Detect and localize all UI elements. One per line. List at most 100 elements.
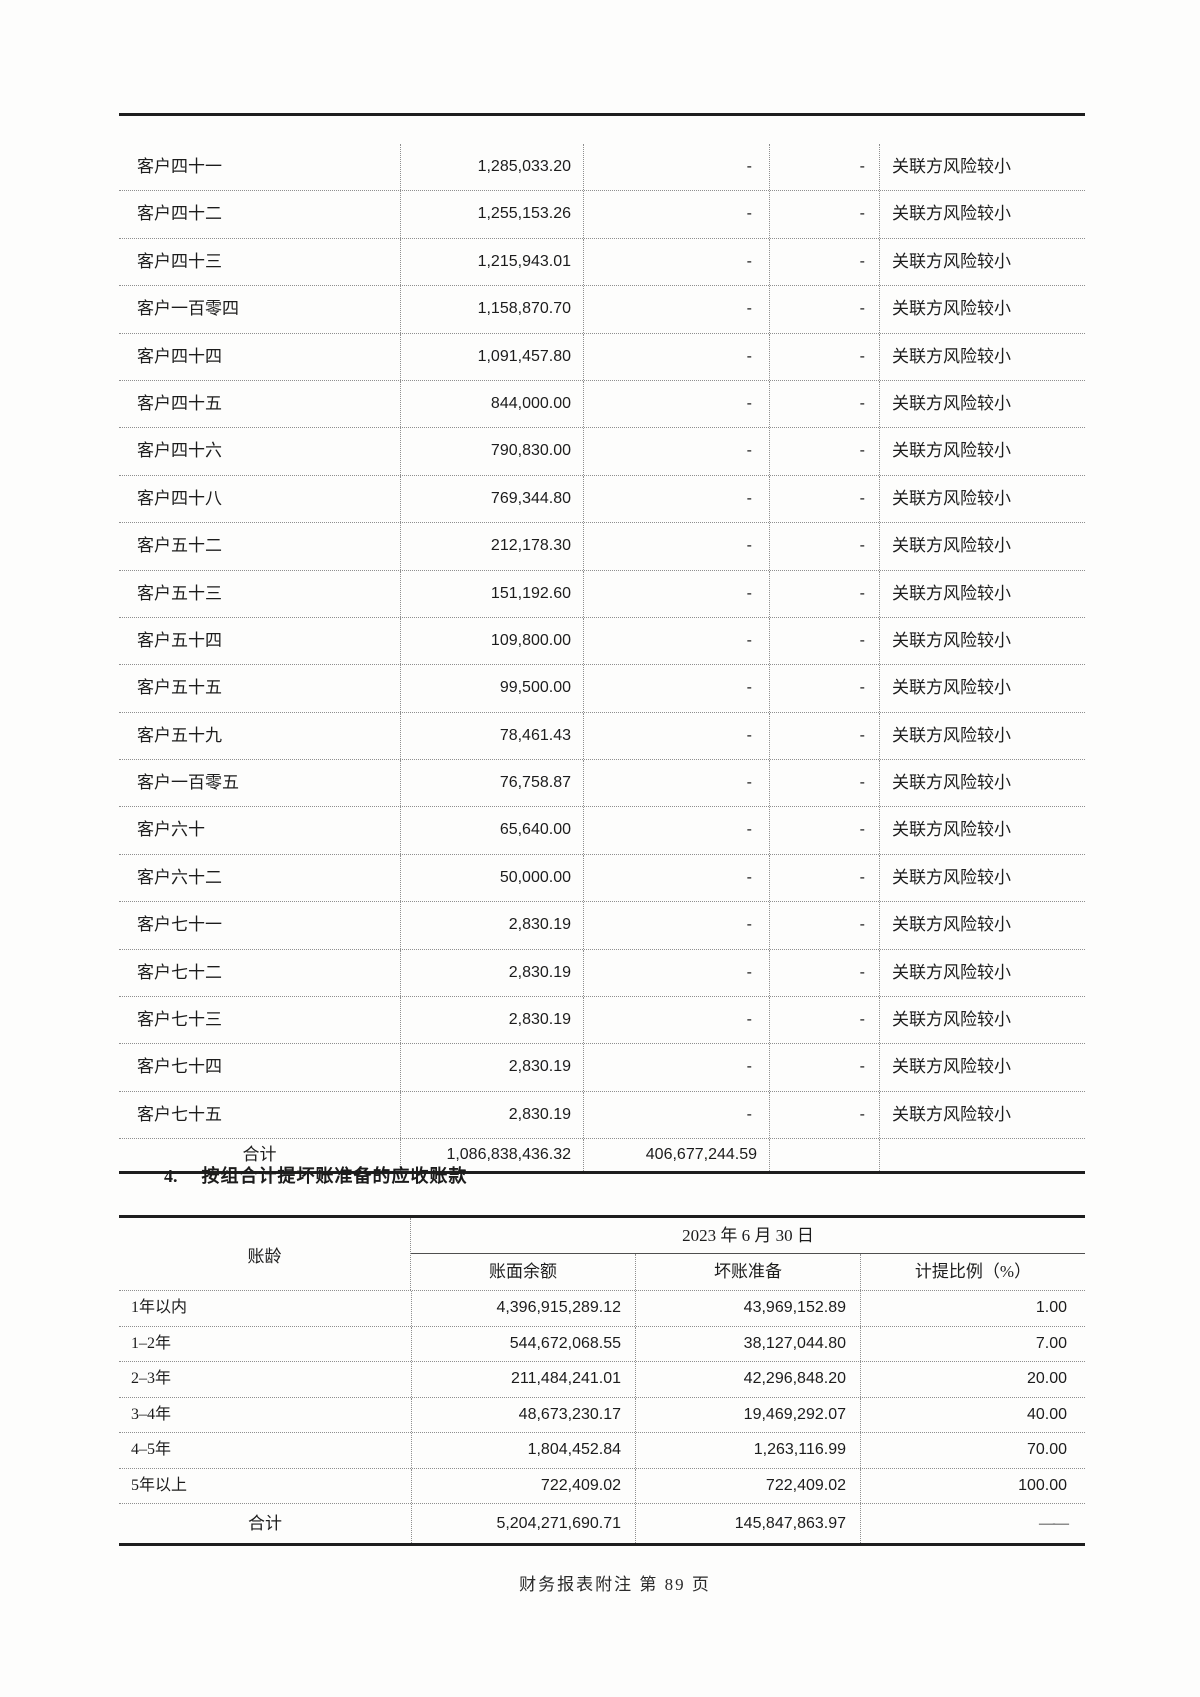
aging-cell: 3–4年 bbox=[131, 1405, 172, 1423]
aging-cell: 1年以内 bbox=[131, 1299, 188, 1316]
ratio-cell: - bbox=[769, 902, 879, 949]
bad-debt-cell: - bbox=[583, 617, 769, 665]
remark-cell: 关联方风险较小 bbox=[879, 191, 1085, 238]
table-row: 客户六十 65,640.00 - - 关联方风险较小 bbox=[119, 807, 1085, 855]
book-balance-cell: 212,178.30 bbox=[400, 523, 583, 570]
table-total-row: 合计 1,086,838,436.32 406,677,244.59 bbox=[119, 1139, 1085, 1172]
table-row: 客户七十四 2,830.19 - - 关联方风险较小 bbox=[119, 1044, 1085, 1092]
total-ratio-dash: —— bbox=[860, 1504, 1085, 1543]
book-balance-cell: 1,158,870.70 bbox=[400, 286, 583, 333]
book-balance-cell: 78,461.43 bbox=[400, 712, 583, 760]
bad-debt-cell: 43,969,152.89 bbox=[635, 1291, 860, 1326]
total-label: 合计 bbox=[248, 1514, 282, 1533]
ratio-cell: - bbox=[769, 665, 879, 712]
customer-name-cell: 客户四十三 bbox=[137, 251, 222, 271]
remark-cell: 关联方风险较小 bbox=[879, 523, 1085, 570]
book-balance-cell: 1,255,153.26 bbox=[400, 191, 583, 238]
table-row: 客户四十六 790,830.00 - - 关联方风险较小 bbox=[119, 428, 1085, 476]
remark-cell: 关联方风险较小 bbox=[879, 902, 1085, 949]
ratio-cell: - bbox=[769, 854, 879, 902]
book-balance-cell: 2,830.19 bbox=[400, 902, 583, 949]
table-row: 客户七十一 2,830.19 - - 关联方风险较小 bbox=[119, 902, 1085, 950]
total-bad-debt: 145,847,863.97 bbox=[635, 1504, 860, 1543]
aging-header-cell: 账龄 bbox=[119, 1218, 411, 1290]
customer-name-cell: 客户五十四 bbox=[137, 630, 222, 650]
book-balance-header: 账面余额 bbox=[489, 1262, 557, 1281]
bad-debt-cell: - bbox=[583, 807, 769, 854]
customer-name-cell: 客户七十三 bbox=[137, 1010, 222, 1030]
bad-debt-cell: - bbox=[583, 238, 769, 286]
book-balance-cell: 544,672,068.55 bbox=[411, 1326, 635, 1361]
ratio-cell: 1.00 bbox=[860, 1291, 1085, 1326]
ratio-cell: - bbox=[769, 807, 879, 854]
remark-cell: 关联方风险较小 bbox=[879, 286, 1085, 333]
remark-cell: 关联方风险较小 bbox=[879, 475, 1085, 523]
table-row: 4–5年 1,804,452.84 1,263,116.99 70.00 bbox=[119, 1433, 1085, 1469]
ratio-cell: - bbox=[769, 333, 879, 380]
remark-cell: 关联方风险较小 bbox=[879, 949, 1085, 997]
empty-cell bbox=[769, 1139, 879, 1172]
remark-cell: 关联方风险较小 bbox=[879, 665, 1085, 712]
remark-cell: 关联方风险较小 bbox=[879, 760, 1085, 807]
table-row: 客户五十四 109,800.00 - - 关联方风险较小 bbox=[119, 617, 1085, 666]
table-row: 客户一百零五 76,758.87 - - 关联方风险较小 bbox=[119, 760, 1085, 808]
table-row: 客户六十二 50,000.00 - - 关联方风险较小 bbox=[119, 854, 1085, 903]
remark-cell: 关联方风险较小 bbox=[879, 1091, 1085, 1139]
section-heading: 4. 按组合计提坏账准备的应收账款 bbox=[119, 1163, 468, 1189]
ratio-cell: - bbox=[769, 760, 879, 807]
table-row: 1年以内 4,396,915,289.12 43,969,152.89 1.00 bbox=[119, 1291, 1085, 1327]
customer-name-cell: 客户四十四 bbox=[137, 346, 222, 366]
table-row: 客户四十二 1,255,153.26 - - 关联方风险较小 bbox=[119, 191, 1085, 239]
bad-debt-cell: - bbox=[583, 523, 769, 570]
book-balance-cell: 722,409.02 bbox=[411, 1468, 635, 1503]
table-row: 5年以上 722,409.02 722,409.02 100.00 bbox=[119, 1468, 1085, 1504]
date-header-cell: 2023 年 6 月 30 日 bbox=[411, 1218, 1085, 1254]
remark-cell: 关联方风险较小 bbox=[879, 854, 1085, 902]
bad-debt-cell: - bbox=[583, 475, 769, 523]
ratio-cell: 7.00 bbox=[860, 1326, 1085, 1361]
customer-name-cell: 客户七十一 bbox=[137, 915, 222, 935]
bad-debt-cell: 19,469,292.07 bbox=[635, 1397, 860, 1432]
date-header-group: 2023 年 6 月 30 日 账面余额 坏账准备 计提比例（%） bbox=[411, 1218, 1085, 1290]
remark-cell: 关联方风险较小 bbox=[879, 997, 1085, 1044]
aging-provision-table: 账龄 2023 年 6 月 30 日 账面余额 坏账准备 计提比例（%） 1年以… bbox=[119, 1215, 1085, 1546]
aging-cell: 5年以上 bbox=[131, 1476, 188, 1494]
table-row: 客户七十五 2,830.19 - - 关联方风险较小 bbox=[119, 1091, 1085, 1140]
empty-cell bbox=[879, 1139, 1085, 1172]
customer-name-cell: 客户五十三 bbox=[137, 583, 222, 603]
bad-debt-cell: - bbox=[583, 286, 769, 333]
customer-name-cell: 客户四十二 bbox=[137, 204, 222, 224]
ratio-cell: - bbox=[769, 570, 879, 617]
bad-debt-cell: - bbox=[583, 665, 769, 712]
customer-name-cell: 客户六十 bbox=[137, 820, 205, 840]
customer-receivables-table: 客户四十一 1,285,033.20 - - 关联方风险较小 客户四十二 1,2… bbox=[119, 113, 1085, 1175]
bad-debt-cell: - bbox=[583, 570, 769, 617]
ratio-cell: 70.00 bbox=[860, 1433, 1085, 1468]
book-balance-cell: 1,285,033.20 bbox=[400, 144, 583, 191]
remark-cell: 关联方风险较小 bbox=[879, 333, 1085, 380]
page-footer: 财务报表附注 第 89 页 bbox=[519, 1575, 711, 1594]
ratio-cell: - bbox=[769, 949, 879, 997]
ratio-cell: - bbox=[769, 380, 879, 428]
bad-debt-cell: - bbox=[583, 333, 769, 380]
aging-rows: 1年以内 4,396,915,289.12 43,969,152.89 1.00… bbox=[119, 1291, 1085, 1504]
total-bad-debt: 406,677,244.59 bbox=[583, 1139, 769, 1172]
book-balance-cell: 2,830.19 bbox=[400, 997, 583, 1044]
sub-header-row: 账面余额 坏账准备 计提比例（%） bbox=[411, 1254, 1085, 1290]
table-top-gap bbox=[119, 116, 1085, 144]
ratio-cell: - bbox=[769, 428, 879, 475]
bad-debt-cell: - bbox=[583, 1044, 769, 1091]
remark-cell: 关联方风险较小 bbox=[879, 428, 1085, 475]
ratio-cell: - bbox=[769, 238, 879, 286]
book-balance-cell: 76,758.87 bbox=[400, 760, 583, 807]
bad-debt-cell: - bbox=[583, 428, 769, 475]
book-balance-cell: 790,830.00 bbox=[400, 428, 583, 475]
ratio-cell: - bbox=[769, 1091, 879, 1139]
bad-debt-cell: - bbox=[583, 760, 769, 807]
remark-cell: 关联方风险较小 bbox=[879, 712, 1085, 760]
customer-name-cell: 客户六十二 bbox=[137, 867, 222, 887]
bad-debt-cell: - bbox=[583, 1091, 769, 1139]
customer-name-cell: 客户五十二 bbox=[137, 536, 222, 556]
remark-cell: 关联方风险较小 bbox=[879, 238, 1085, 286]
ratio-cell: - bbox=[769, 144, 879, 191]
